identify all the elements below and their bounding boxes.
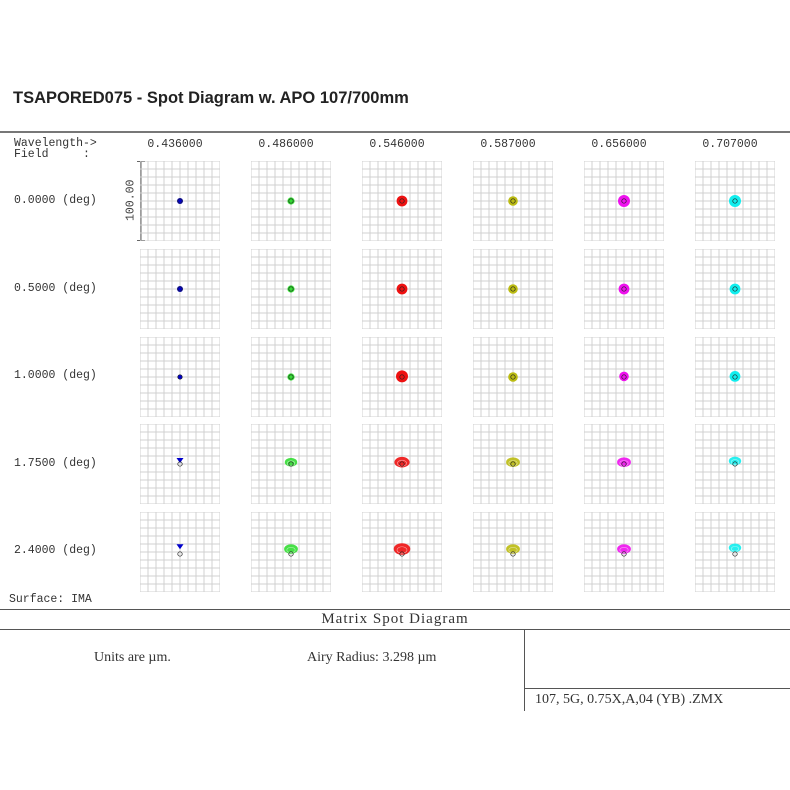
wavelength-label-4: 0.587000 bbox=[480, 138, 536, 151]
wavelength-label-5: 0.656000 bbox=[591, 138, 647, 151]
spot-plot-icon bbox=[251, 512, 331, 592]
footer-title-divider bbox=[0, 629, 790, 630]
airy-radius-label: Airy Radius: 3.298 µm bbox=[307, 650, 437, 665]
spot-plot-icon bbox=[695, 161, 775, 241]
wavelength-label-3: 0.546000 bbox=[369, 138, 425, 151]
file-name-label: 107, 5G, 0.75X,A,04 (YB) .ZMX bbox=[535, 692, 724, 707]
spot-cell bbox=[251, 512, 331, 592]
spot-plot-icon bbox=[362, 161, 442, 241]
spot-plot-icon bbox=[140, 424, 220, 504]
footer-top-divider bbox=[0, 609, 790, 610]
units-label: Units are µm. bbox=[94, 650, 171, 665]
spot-plot-icon bbox=[695, 249, 775, 329]
spot-cell bbox=[251, 424, 331, 504]
spot-cell bbox=[251, 337, 331, 417]
wavelength-label-6: 0.707000 bbox=[702, 138, 758, 151]
spot-cell bbox=[251, 161, 331, 241]
spot-cell bbox=[362, 424, 442, 504]
plot-title: TSAPORED075 - Spot Diagram w. APO 107/70… bbox=[13, 89, 409, 107]
spot-cell bbox=[362, 161, 442, 241]
spot-plot-icon bbox=[251, 161, 331, 241]
spot-cell bbox=[695, 512, 775, 592]
field-label-5: 2.4000 (deg) bbox=[14, 544, 97, 557]
field-label-3: 1.0000 (deg) bbox=[14, 369, 97, 382]
spot-cell bbox=[473, 337, 553, 417]
spot-cell bbox=[584, 249, 664, 329]
spot-cell bbox=[584, 337, 664, 417]
wavelength-label-2: 0.486000 bbox=[258, 138, 314, 151]
top-divider bbox=[0, 131, 790, 133]
surface-label: Surface: IMA bbox=[9, 593, 92, 606]
spot-cell bbox=[140, 512, 220, 592]
spot-plot-icon bbox=[140, 161, 220, 241]
spot-plot-icon bbox=[584, 249, 664, 329]
spot-plot-icon bbox=[584, 337, 664, 417]
spot-plot-icon bbox=[584, 161, 664, 241]
spot-plot-icon bbox=[362, 337, 442, 417]
field-label-2: 0.5000 (deg) bbox=[14, 282, 97, 295]
spot-plot-icon bbox=[251, 249, 331, 329]
spot-cell bbox=[695, 249, 775, 329]
spot-cell bbox=[695, 337, 775, 417]
spot-plot-icon bbox=[251, 424, 331, 504]
spot-plot-icon bbox=[695, 337, 775, 417]
spot-cell bbox=[584, 161, 664, 241]
spot-plot-icon bbox=[140, 337, 220, 417]
spot-cell bbox=[473, 249, 553, 329]
spot-cell bbox=[584, 512, 664, 592]
spot-plot-icon bbox=[473, 161, 553, 241]
wavelength-label-1: 0.436000 bbox=[147, 138, 203, 151]
spot-plot-icon bbox=[584, 512, 664, 592]
spot-cell bbox=[140, 249, 220, 329]
spot-plot-icon bbox=[473, 512, 553, 592]
spot-plot-icon bbox=[362, 424, 442, 504]
spot-plot-icon bbox=[473, 249, 553, 329]
spot-plot-icon bbox=[695, 424, 775, 504]
spot-plot-icon bbox=[362, 249, 442, 329]
footer-title: Matrix Spot Diagram bbox=[321, 611, 469, 627]
spot-plot-icon bbox=[584, 424, 664, 504]
spot-cell bbox=[584, 424, 664, 504]
spot-cell bbox=[473, 424, 553, 504]
spot-cell bbox=[473, 512, 553, 592]
scale-label: 100.00 bbox=[124, 179, 138, 221]
spot-plot-icon bbox=[251, 337, 331, 417]
spot-cell bbox=[695, 161, 775, 241]
wavelength-header-label: Wavelength-> bbox=[14, 137, 97, 150]
spot-cell bbox=[473, 161, 553, 241]
spot-cell bbox=[251, 249, 331, 329]
spot-cell bbox=[140, 337, 220, 417]
spot-plot-icon bbox=[140, 512, 220, 592]
spot-cell bbox=[362, 249, 442, 329]
spot-plot-icon bbox=[695, 512, 775, 592]
footer-file-divider bbox=[524, 688, 790, 689]
spot-cell bbox=[140, 424, 220, 504]
spot-plot-icon bbox=[362, 512, 442, 592]
footer-right-divider bbox=[524, 629, 525, 711]
field-label-1: 0.0000 (deg) bbox=[14, 194, 97, 207]
spot-cell bbox=[695, 424, 775, 504]
spot-cell bbox=[140, 161, 220, 241]
spot-cell bbox=[362, 337, 442, 417]
field-label-4: 1.7500 (deg) bbox=[14, 457, 97, 470]
spot-plot-icon bbox=[473, 424, 553, 504]
spot-cell bbox=[362, 512, 442, 592]
field-header-label: Field : bbox=[14, 148, 90, 161]
spot-plot-icon bbox=[473, 337, 553, 417]
spot-plot-icon bbox=[140, 249, 220, 329]
